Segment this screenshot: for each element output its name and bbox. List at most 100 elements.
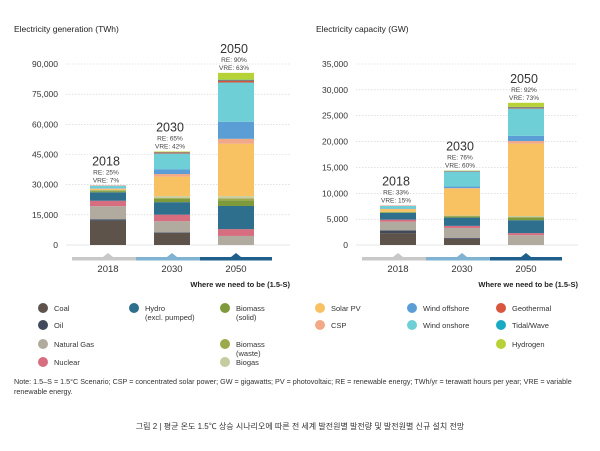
chart1-category-marker <box>200 257 272 261</box>
chart2-re-annotation: RE: 76% <box>447 155 473 162</box>
chart1-category-marker-notch <box>231 253 241 257</box>
chart2-bar-2050-biomass-waste <box>508 217 544 218</box>
chart1-re-annotation: RE: 90% <box>221 57 247 64</box>
chart2-y-tick-label: 30,000 <box>322 85 348 95</box>
chart1-category-marker-notch <box>103 253 113 257</box>
legend-label-wind-offshore: Wind offshore <box>423 304 470 313</box>
chart2-bar-2050-biogas <box>508 216 544 218</box>
legend-label-biomass-waste: Biomass (waste) <box>236 340 265 358</box>
chart1-bar-2050-csp <box>218 138 254 144</box>
chart1-bar-2030-wind-onshore <box>154 153 190 170</box>
legend-swatch-coal <box>38 303 48 313</box>
legend-label-solar-pv: Solar PV <box>331 304 361 313</box>
chart2-x-axis-label: Where we need to be (1.5-S) <box>478 280 578 289</box>
chart2-bar-2018-natural-gas <box>380 221 416 231</box>
chart1-bar-2018-natural-gas <box>90 206 126 220</box>
chart2-category-marker <box>426 257 498 261</box>
legend-swatch-solar-pv <box>315 303 325 313</box>
chart1-bar-2030-coal <box>154 232 190 245</box>
chart2-y-tick-label: 0 <box>343 240 348 250</box>
legend-swatch-natural-gas <box>38 339 48 349</box>
chart1-vre-annotation: VRE: 63% <box>219 65 249 72</box>
chart2-y-tick-label: 35,000 <box>322 59 348 69</box>
legend-swatch-hydro <box>129 303 139 313</box>
chart2-bar-2050-csp <box>508 141 544 144</box>
chart2-year-annotation: 2050 <box>510 72 538 86</box>
chart1-y-tick-label: 15,000 <box>32 210 58 220</box>
chart1-bar-2030-csp <box>154 174 190 177</box>
chart1-y-tick-label: 30,000 <box>32 180 58 190</box>
legend-label-biomass-solid: Biomass (solid) <box>236 304 265 322</box>
chart2-title: Electricity capacity (GW) <box>316 24 409 34</box>
chart1-bar-2018-biomass-waste <box>90 190 126 192</box>
chart1-y-tick-label: 0 <box>53 240 58 250</box>
legend-label-tidal-wave: Tidal/Wave <box>512 321 549 330</box>
chart1-bar-2018-coal <box>90 220 126 245</box>
chart2-category-marker-notch <box>393 253 403 257</box>
chart2-bar-2030-oil <box>444 237 480 239</box>
chart1-year-annotation: 2050 <box>220 42 248 56</box>
chart1-x-axis-label: Where we need to be (1.5-S) <box>190 280 290 289</box>
figure-caption: 그림 2 | 평균 온도 1.5℃ 상승 시나리오에 따른 전 세계 발전원별 … <box>135 422 465 431</box>
chart2-bar-2018-oil <box>380 230 416 234</box>
chart2-bar-2018-wind-onshore <box>380 205 416 209</box>
chart2-bar-2030-biogas <box>444 215 480 217</box>
chart1-bar-2050-hydro <box>218 205 254 230</box>
chart2-bar-2050-hydrogen <box>508 102 544 107</box>
chart1-bar-2030-wind-offshore <box>154 169 190 175</box>
legend-label-oil: Oil <box>54 321 64 330</box>
chart1-bar-2030-natural-gas <box>154 221 190 233</box>
chart1-bar-2050-geothermal <box>218 80 254 83</box>
chart2-bar-2050-nuclear <box>508 233 544 236</box>
chart2-re-annotation: RE: 33% <box>383 190 409 197</box>
chart2-bar-2030-natural-gas <box>444 227 480 238</box>
chart2-vre-annotation: VRE: 15% <box>381 198 411 205</box>
chart2-x-tick-label: 2018 <box>387 264 408 275</box>
chart-note: Note: 1.5–S = 1.5°C Scenario; CSP = conc… <box>14 377 572 396</box>
chart2-y-tick-label: 5,000 <box>327 214 349 224</box>
chart2-bar-2050-hydro <box>508 220 544 234</box>
chart1-bar-2030-biogas <box>154 196 190 198</box>
legend-label-geothermal: Geothermal <box>512 304 552 313</box>
chart2-x-tick-label: 2030 <box>451 264 472 275</box>
chart2-bar-2018-nuclear <box>380 219 416 222</box>
chart2-bar-2050-geothermal <box>508 107 544 109</box>
chart1-title: Electricity generation (TWh) <box>14 24 119 34</box>
chart1-bar-2050-nuclear <box>218 229 254 236</box>
chart1-bar-2030-solar-pv <box>154 176 190 197</box>
chart2-category-marker <box>490 257 562 261</box>
chart2-category-marker-notch <box>521 253 531 257</box>
chart1-bar-2018-solar-pv <box>90 188 126 190</box>
legend-swatch-hydrogen <box>496 339 506 349</box>
chart2-bar-2018-hydro <box>380 212 416 220</box>
chart1-category-marker <box>136 257 208 261</box>
legend-swatch-wind-onshore <box>407 320 417 330</box>
chart1-x-tick-label: 2018 <box>97 264 118 275</box>
chart1-bar-2018-biogas <box>90 189 126 191</box>
chart2-bar-2030-wind-onshore <box>444 171 480 187</box>
chart2-bar-2018-solar-pv <box>380 209 416 212</box>
chart2-year-annotation: 2018 <box>382 175 410 189</box>
chart1-bar-2018-hydro <box>90 192 126 201</box>
chart2-bar-2050-solar-pv <box>508 143 544 217</box>
chart1-x-tick-label: 2050 <box>225 264 246 275</box>
chart2-y-tick-label: 15,000 <box>322 162 348 172</box>
legend-swatch-wind-offshore <box>407 303 417 313</box>
chart2-y-tick-label: 20,000 <box>322 137 348 147</box>
chart2-vre-annotation: VRE: 73% <box>509 95 539 102</box>
legend-label-nuclear: Nuclear <box>54 358 80 367</box>
legend-label-coal: Coal <box>54 304 70 313</box>
chart1-category-marker-notch <box>167 253 177 257</box>
chart2-y-tick-label: 10,000 <box>322 188 348 198</box>
chart2-bar-2050-wind-offshore <box>508 135 544 142</box>
legend-label-natural-gas: Natural Gas <box>54 340 95 349</box>
legend-swatch-oil <box>38 320 48 330</box>
chart2-x-tick-label: 2050 <box>515 264 536 275</box>
legend-label-biogas: Biogas <box>236 358 259 367</box>
chart1-y-tick-label: 75,000 <box>32 89 58 99</box>
legend-swatch-biogas <box>220 357 230 367</box>
chart1-re-annotation: RE: 25% <box>93 169 119 176</box>
chart2-bar-2030-biomass-solid <box>444 216 480 218</box>
